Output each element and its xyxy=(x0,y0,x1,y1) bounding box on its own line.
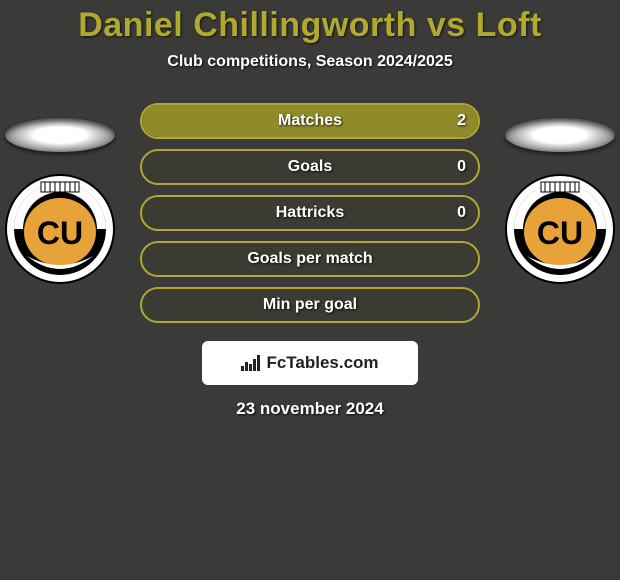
stat-label: Goals xyxy=(288,158,332,176)
chart-icon xyxy=(241,355,260,371)
stat-label: Hattricks xyxy=(276,204,344,222)
stat-label: Goals per match xyxy=(247,250,372,268)
stat-right-value: 2 xyxy=(457,112,466,130)
stat-row: Hattricks 0 xyxy=(140,195,480,231)
stat-label: Min per goal xyxy=(263,296,357,314)
stat-right-value: 0 xyxy=(457,158,466,176)
svg-text:CU: CU xyxy=(537,215,583,251)
site-badge: FcTables.com xyxy=(202,341,418,385)
stats-container: Matches 2 Goals 0 Hattricks 0 Goals per match M… xyxy=(140,103,480,323)
player-left-crest-icon: CU xyxy=(5,174,115,284)
stat-row: Goals per match xyxy=(140,241,480,277)
stat-row: Matches 2 xyxy=(140,103,480,139)
player-right-placeholder-icon xyxy=(505,118,615,152)
page-subtitle: Club competitions, Season 2024/2025 xyxy=(0,53,620,71)
player-right-column: CU xyxy=(500,118,620,284)
footer-date: 23 november 2024 xyxy=(0,399,620,419)
stat-row: Goals 0 xyxy=(140,149,480,185)
svg-text:CU: CU xyxy=(37,215,83,251)
player-left-column: CU xyxy=(0,118,120,284)
player-left-placeholder-icon xyxy=(5,118,115,152)
player-right-crest-icon: CU xyxy=(505,174,615,284)
page-title: Daniel Chillingworth vs Loft xyxy=(0,0,620,53)
site-label: FcTables.com xyxy=(266,353,378,373)
stat-right-value: 0 xyxy=(457,204,466,222)
stat-row: Min per goal xyxy=(140,287,480,323)
stat-label: Matches xyxy=(278,112,342,130)
